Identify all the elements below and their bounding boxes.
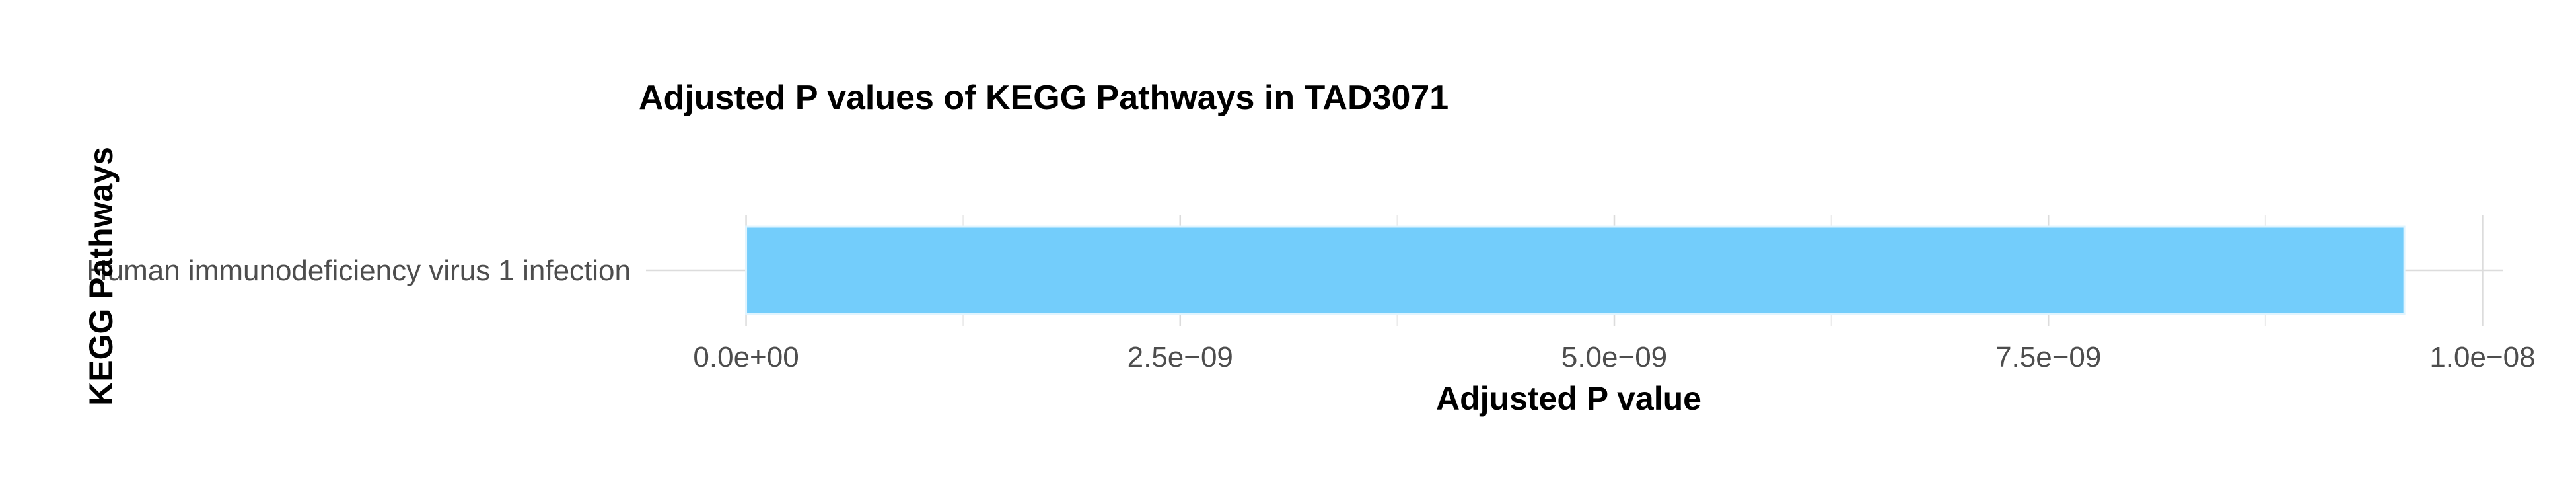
x-tick-label: 1.0e−08: [2429, 341, 2535, 373]
bar: [746, 227, 2405, 314]
x-tick-label: 0.0e+00: [693, 341, 799, 373]
bars: [746, 227, 2405, 314]
x-axis-title: Adjusted P value: [1436, 380, 1701, 417]
y-tick-label: Human immunodeficiency virus 1 infection: [87, 254, 631, 287]
x-tick-label: 2.5e−09: [1127, 341, 1233, 373]
x-axis-ticks: 0.0e+00 2.5e−09 5.0e−09 7.5e−09 1.0e−08: [693, 341, 2535, 373]
x-tick-label: 5.0e−09: [1561, 341, 1667, 373]
y-axis-title: KEGG Pathways: [83, 147, 120, 406]
chart-title: Adjusted P values of KEGG Pathways in TA…: [639, 79, 1449, 117]
x-tick-label: 7.5e−09: [1995, 341, 2101, 373]
y-axis-ticks: Human immunodeficiency virus 1 infection: [87, 254, 631, 287]
